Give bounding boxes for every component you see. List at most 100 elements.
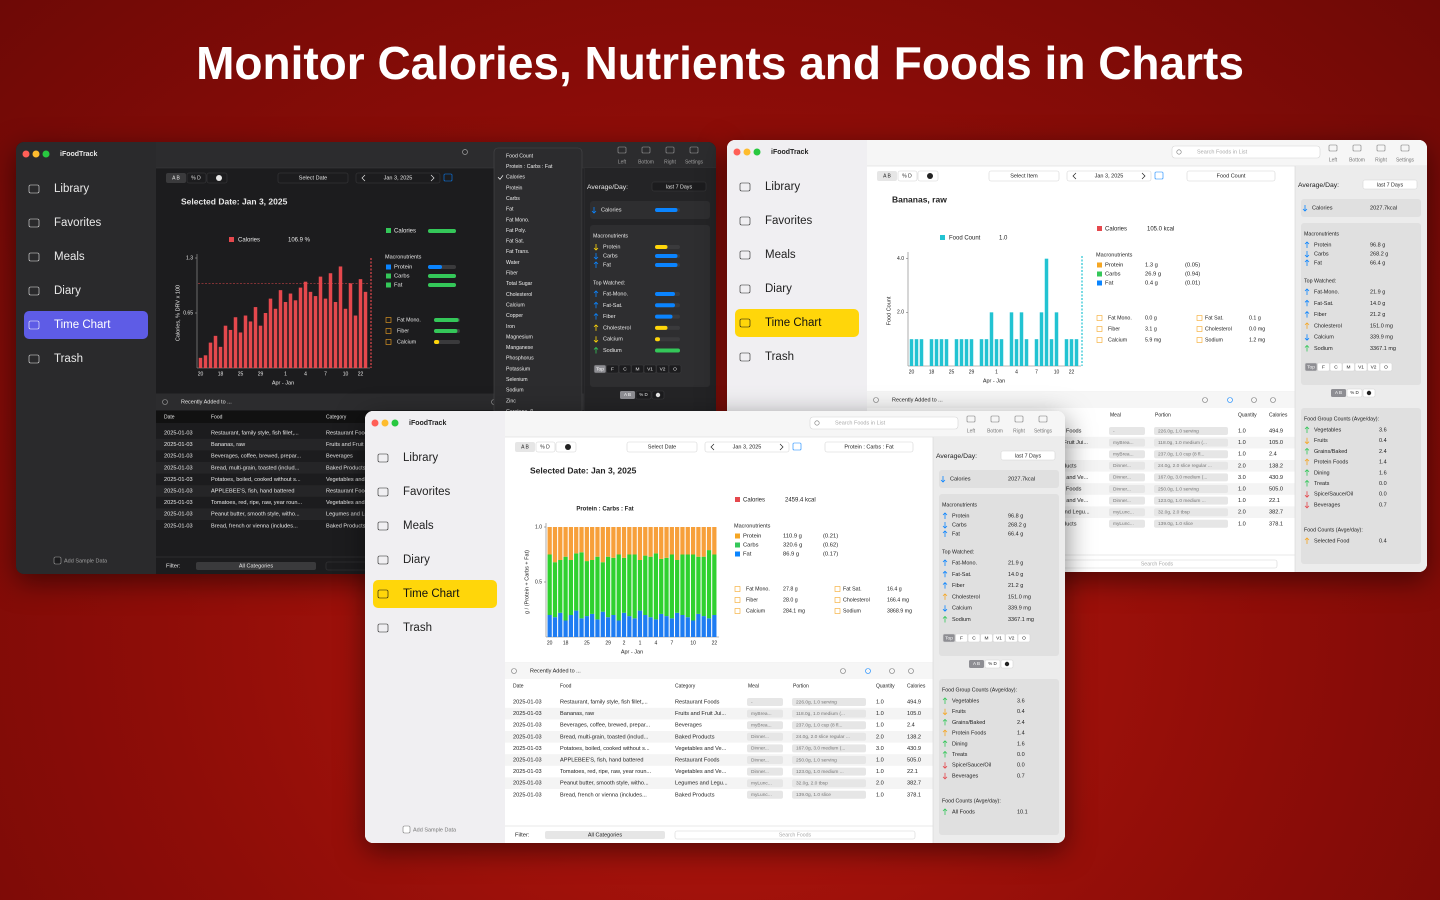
menu-item[interactable]: Potassium bbox=[506, 366, 530, 372]
checkbox[interactable] bbox=[402, 825, 411, 834]
action-icon[interactable] bbox=[1227, 397, 1233, 403]
search-field[interactable] bbox=[809, 416, 959, 430]
sidebar-item[interactable]: Diary bbox=[54, 285, 81, 297]
action-icon[interactable] bbox=[889, 668, 895, 674]
sidebar-item[interactable]: Library bbox=[54, 183, 89, 195]
next-arrow[interactable] bbox=[1141, 172, 1146, 180]
toolbar-icon[interactable] bbox=[1038, 415, 1048, 423]
segment-ab[interactable] bbox=[515, 442, 535, 452]
menu-item[interactable]: Sodium bbox=[506, 388, 524, 394]
panel-tab[interactable] bbox=[631, 364, 644, 374]
window-control[interactable] bbox=[391, 419, 399, 427]
segment-ab[interactable] bbox=[969, 660, 984, 668]
sidebar-item[interactable]: Meals bbox=[54, 251, 85, 263]
portion-select[interactable] bbox=[1154, 485, 1228, 493]
segment-pd[interactable] bbox=[186, 172, 207, 184]
menu-item[interactable]: Calcium bbox=[506, 302, 525, 308]
panel-tab[interactable] bbox=[1367, 362, 1380, 372]
panel-tab[interactable] bbox=[1017, 633, 1031, 643]
meal-select[interactable] bbox=[1109, 473, 1145, 482]
segment-pd[interactable] bbox=[635, 390, 652, 400]
search-field[interactable] bbox=[1171, 145, 1321, 159]
portion-select[interactable] bbox=[792, 698, 866, 706]
panel-tab[interactable] bbox=[942, 633, 956, 643]
window-control[interactable] bbox=[32, 150, 40, 158]
date-select[interactable] bbox=[988, 170, 1060, 182]
segment-pd[interactable] bbox=[897, 170, 918, 182]
panel-tab[interactable] bbox=[955, 633, 968, 643]
menu-item[interactable]: Protein bbox=[506, 185, 523, 191]
panel-tab[interactable] bbox=[643, 364, 657, 374]
panel-tab[interactable] bbox=[668, 364, 682, 374]
segment-ab[interactable] bbox=[166, 173, 186, 183]
sample-data-label[interactable]: Add Sample Data bbox=[64, 558, 108, 564]
sidebar-item[interactable]: Time Chart bbox=[54, 319, 111, 331]
panel-tab[interactable] bbox=[618, 364, 632, 374]
calendar-icon[interactable] bbox=[792, 442, 802, 451]
meal-select[interactable] bbox=[747, 721, 783, 730]
action-icon[interactable] bbox=[865, 668, 871, 674]
panel-tab[interactable] bbox=[1379, 362, 1393, 372]
toolbar-icon[interactable] bbox=[665, 146, 675, 154]
window-control[interactable] bbox=[22, 150, 30, 158]
sidebar-item[interactable]: Time Chart bbox=[765, 317, 822, 329]
toolbar-icon[interactable] bbox=[689, 146, 699, 154]
portion-select[interactable] bbox=[792, 732, 866, 741]
portion-select[interactable] bbox=[1154, 461, 1228, 470]
portion-select[interactable] bbox=[792, 721, 866, 730]
toolbar-icon[interactable] bbox=[1376, 144, 1386, 152]
date-nav[interactable] bbox=[355, 172, 441, 184]
segment-pd[interactable] bbox=[984, 659, 1001, 669]
menu-item[interactable]: Selenium bbox=[506, 377, 528, 383]
window-control[interactable] bbox=[753, 148, 761, 156]
panel-tab[interactable] bbox=[656, 364, 669, 374]
meal-select[interactable] bbox=[747, 767, 783, 776]
menu-item[interactable]: Fat Trans. bbox=[506, 249, 529, 255]
window-control[interactable] bbox=[42, 150, 50, 158]
average-select[interactable] bbox=[651, 181, 707, 192]
menu-item[interactable]: Fat Sat. bbox=[506, 239, 524, 245]
portion-select[interactable] bbox=[1154, 496, 1228, 505]
sidebar-item[interactable]: Favorites bbox=[765, 215, 813, 227]
prev-arrow[interactable] bbox=[1072, 172, 1077, 180]
toolbar-icon[interactable] bbox=[1352, 144, 1362, 152]
toolbar-icon[interactable] bbox=[641, 146, 651, 154]
portion-select[interactable] bbox=[1154, 450, 1228, 459]
meal-select[interactable] bbox=[1109, 485, 1145, 493]
menu-item[interactable]: Water bbox=[506, 260, 520, 266]
average-select[interactable] bbox=[1362, 179, 1418, 190]
portion-select[interactable] bbox=[1154, 438, 1228, 447]
food-search[interactable] bbox=[674, 830, 916, 840]
menu-item[interactable]: Phosphorus bbox=[506, 356, 534, 362]
sidebar-item[interactable]: Meals bbox=[765, 249, 796, 261]
panel-tab[interactable] bbox=[967, 633, 981, 643]
portion-select[interactable] bbox=[792, 709, 866, 718]
toolbar-icon[interactable] bbox=[617, 146, 627, 154]
portion-select[interactable] bbox=[792, 779, 866, 788]
next-arrow[interactable] bbox=[430, 174, 435, 182]
meal-select[interactable] bbox=[1109, 438, 1145, 447]
menu-item[interactable]: Manganese bbox=[506, 345, 533, 351]
meal-select[interactable] bbox=[747, 732, 783, 741]
menu-item[interactable]: Fiber bbox=[506, 271, 518, 277]
date-select[interactable] bbox=[277, 172, 349, 184]
menu-item[interactable]: Cholesterol bbox=[506, 292, 532, 298]
meal-select[interactable] bbox=[1109, 508, 1145, 517]
toolbar-icon[interactable] bbox=[990, 415, 1000, 423]
segment-ab[interactable] bbox=[1331, 389, 1346, 397]
filter-select[interactable] bbox=[196, 562, 316, 570]
date-nav[interactable] bbox=[704, 441, 790, 453]
menu-item[interactable]: Calories bbox=[506, 175, 525, 181]
sample-data-label[interactable]: Add Sample Data bbox=[413, 827, 457, 833]
panel-tab[interactable] bbox=[1005, 633, 1018, 643]
portion-select[interactable] bbox=[1154, 519, 1228, 528]
date-nav[interactable] bbox=[1066, 170, 1152, 182]
sidebar-item[interactable]: Library bbox=[765, 181, 800, 193]
action-icon[interactable] bbox=[1251, 397, 1257, 403]
action-icon[interactable] bbox=[908, 668, 914, 674]
action-icon[interactable] bbox=[840, 668, 846, 674]
meal-select[interactable] bbox=[747, 709, 783, 718]
menu-item[interactable]: Protein : Carbs : Fat bbox=[506, 164, 553, 170]
meal-select[interactable] bbox=[1109, 461, 1145, 470]
meal-select[interactable] bbox=[747, 698, 783, 706]
